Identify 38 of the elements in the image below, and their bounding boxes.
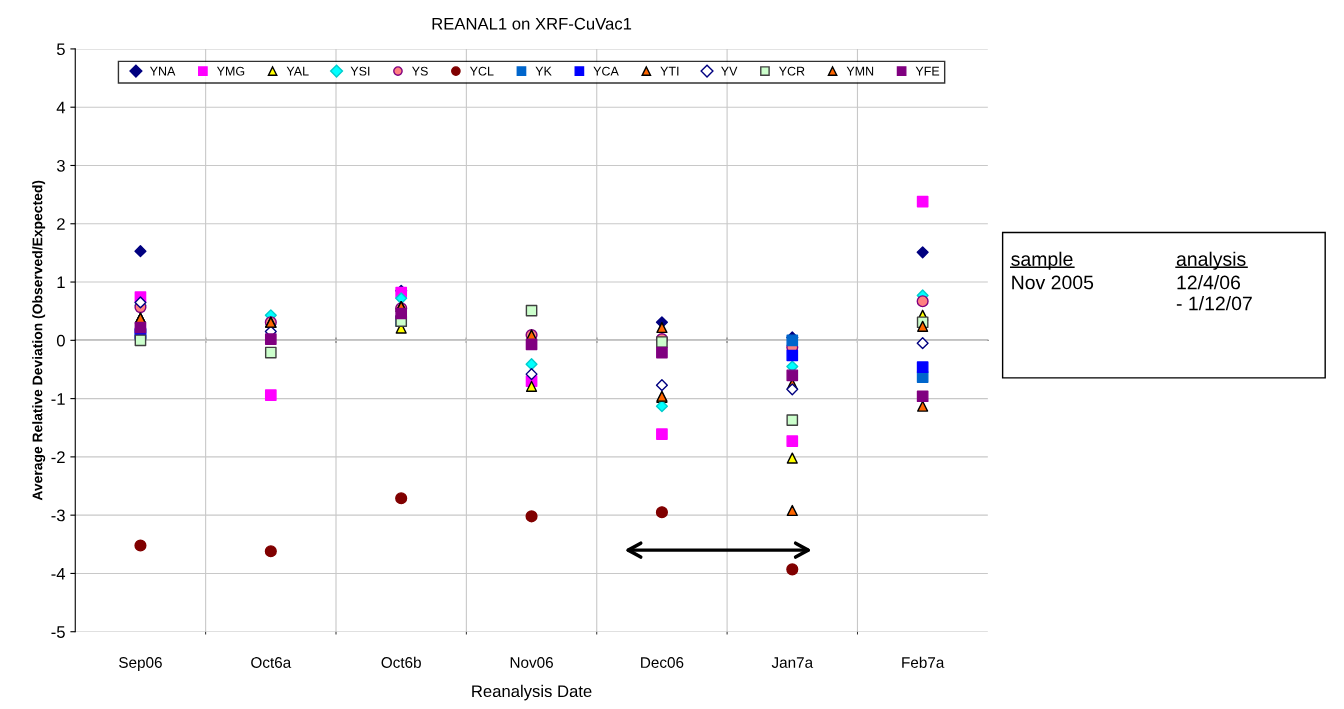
x-tick-label: Dec06 [641, 657, 684, 668]
x-axis-title: Reanalysis Date [472, 684, 592, 701]
text: 12/4/06 - 1/12/07 [1176, 275, 1252, 311]
text: analysis [1176, 251, 1246, 270]
x-tick-label: Sep06 [119, 657, 162, 671]
text: sample [1011, 251, 1073, 270]
legend-label: YS [411, 66, 428, 76]
y-tick-label: -4 [51, 568, 66, 580]
x-tick-label: Feb7a [902, 656, 945, 668]
y-tick-label: 5 [56, 43, 65, 56]
y-tick-label: 2 [57, 218, 65, 230]
legend-label: YAL [286, 66, 309, 76]
y-tick-label: -5 [51, 626, 65, 638]
y-tick-label: 4 [56, 101, 66, 114]
x-tick-label: Oct6a [251, 657, 292, 668]
text: Nov 2005 [1012, 275, 1094, 290]
legend-label: YCR [778, 66, 805, 76]
x-tick-label: Oct6b [381, 656, 421, 668]
y-tick-label: -2 [51, 451, 65, 463]
x-tick-label: Jan7a [771, 657, 814, 668]
legend-label: YMN [846, 66, 874, 76]
chart-title: REANAL1 on XRF-CuVac1 [432, 17, 632, 30]
legend-label: YMG [216, 66, 245, 76]
legend-label: YCA [593, 66, 619, 76]
y-tick-label: -3 [51, 509, 65, 522]
y-tick-label: -1 [51, 393, 65, 405]
legend-label: YFE [915, 66, 940, 76]
legend-label: YSI [350, 66, 370, 76]
y-tick-label: 3 [56, 159, 65, 172]
x-tick-label: Nov06 [510, 657, 553, 668]
legend-label: YV [721, 66, 738, 76]
legend-label: YNA [149, 66, 176, 76]
legend-label: YTI [660, 66, 679, 76]
legend-label: YCL [469, 66, 494, 76]
y-axis-title: Average Relative Deviation (Observed/Expected) [32, 180, 46, 501]
y-tick-label: 0 [56, 334, 65, 347]
legend-label: YK [535, 66, 552, 76]
y-tick-label: 1 [57, 276, 65, 289]
